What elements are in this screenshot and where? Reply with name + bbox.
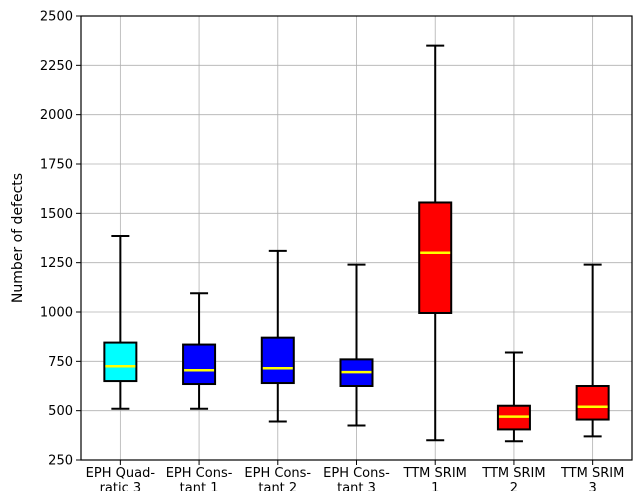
y-tick-label: 1250 <box>40 256 73 271</box>
y-axis: 250 500 750 1000 1250 1500 1750 2000 2250 2500 <box>40 10 81 469</box>
y-tick-label: 1500 <box>40 207 73 222</box>
x-tick-label: EPH Quad-ratic 3 <box>86 466 156 491</box>
y-tick-label: 250 <box>48 454 73 469</box>
x-tick-label: TTM SRIM 1 <box>403 466 467 491</box>
box-plot-item <box>103 235 138 410</box>
box-plot-item <box>496 351 531 443</box>
x-tick-label: EPH Cons-tant 2 <box>244 466 311 491</box>
x-tick-label: EPH Cons-tant 1 <box>166 466 233 491</box>
x-tick-label: TTM SRIM 2 <box>481 466 545 491</box>
box <box>418 201 453 314</box>
x-axis: EPH Quad-ratic 3 EPH Cons-tant 1 EPH Cons-… <box>86 460 624 491</box>
y-tick-label: 500 <box>48 404 73 419</box>
box <box>182 343 217 386</box>
box-plot-item <box>260 249 295 423</box>
y-axis-label: Number of defects <box>10 173 26 303</box>
box <box>103 341 138 383</box>
y-tick-label: 750 <box>48 355 73 370</box>
box <box>575 385 610 421</box>
y-tick-label: 1750 <box>40 158 73 173</box>
y-tick-label: 2250 <box>40 59 73 74</box>
box-plot-item <box>418 44 453 442</box>
x-tick-label: EPH Cons-tant 3 <box>323 466 390 491</box>
box-plot-series <box>103 44 610 443</box>
y-tick-label: 1000 <box>40 306 73 321</box>
box-plot-item <box>575 263 610 438</box>
box-plot-item <box>182 292 217 410</box>
x-tick-label: TTM SRIM 3 <box>560 466 624 491</box>
box-plot-item <box>339 263 374 427</box>
box <box>260 336 295 385</box>
y-tick-label: 2000 <box>40 108 73 123</box>
y-tick-label: 2500 <box>40 10 73 25</box>
